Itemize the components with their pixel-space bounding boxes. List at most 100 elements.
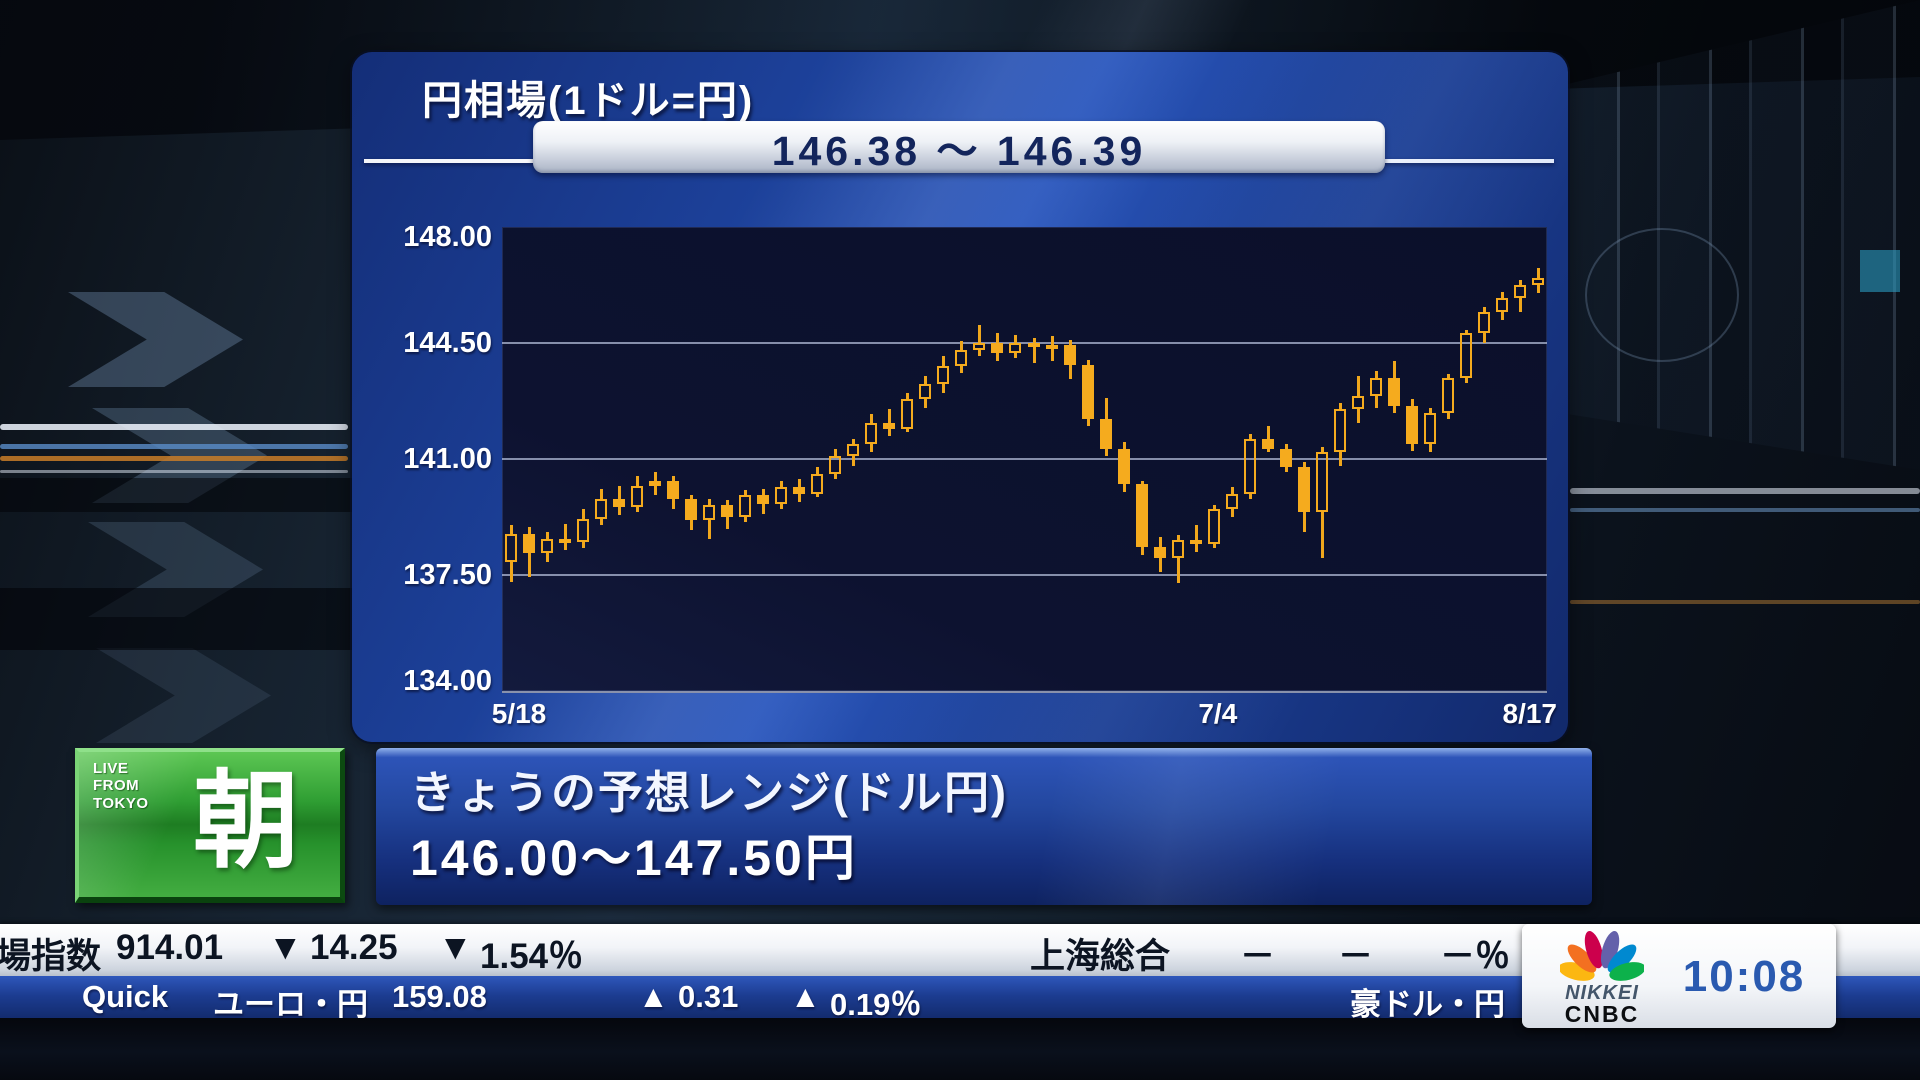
candle-wick [1519,298,1522,312]
candle-wick [978,324,981,343]
candle-wick [744,517,747,522]
candle-wick [708,520,711,539]
candle-up [1514,285,1526,299]
candle-up [1172,540,1184,559]
down-triangle-icon: ▼ [268,928,303,967]
candle-down [613,498,625,508]
candle-wick [1159,536,1162,547]
candle-wick [1303,462,1306,468]
x-axis-labels: 5/18 7/4 8/17 [492,698,1557,734]
candle-up [937,366,949,385]
light-streak [1570,488,1920,494]
x-tick-label: 5/18 [491,698,547,729]
background-dark-band [0,478,352,512]
candle-wick [1393,405,1396,413]
candle-wick [1537,268,1540,279]
up-triangle-icon: ▲ [638,979,669,1014]
ticker-name-2: 豪ドル・円 [1350,987,1505,1022]
candle-up [919,384,931,400]
candle-up [973,343,985,350]
background-glass-slabs [1565,0,1920,470]
candle-wick [1141,480,1144,484]
candle-wick [1105,449,1108,456]
ticker-value: 159.08 [392,979,487,1014]
light-streak [1570,600,1920,604]
ticker-change-pct-2: －％ [1440,937,1511,976]
candle-wick [888,429,891,436]
candle-up [505,533,517,562]
candle-wick [1429,444,1432,453]
candle-wick [1537,285,1540,294]
candle-down [559,538,571,543]
candle-wick [834,473,837,479]
candle-wick [1411,399,1414,406]
forecast-title: きょうの予想レンジ(ドル円) [410,767,1008,818]
candle-up [1442,377,1454,413]
candle-down [685,498,697,521]
candle-wick [1051,336,1054,345]
candle-wick [1159,558,1162,572]
candle-up [1478,311,1490,334]
candle-wick [1483,306,1486,312]
candle-wick [1123,442,1126,450]
candle-up [595,498,607,519]
candle-wick [816,493,819,498]
candle-down [1406,405,1418,445]
candle-up [1370,377,1382,397]
candle-wick [852,439,855,445]
candle-wick [780,503,783,509]
candle-wick [996,352,999,362]
candle-down [1190,540,1202,545]
candle-wick [1339,402,1342,410]
candle-wick [1357,409,1360,423]
ticker-change: 14.25 [310,928,398,967]
candle-wick [1501,311,1504,320]
candle-wick [744,490,747,496]
candle-wick [870,444,873,453]
candle-down [721,505,733,517]
candle-down [1082,364,1094,420]
ticker-value: 914.01 [116,928,224,967]
candle-wick [1465,329,1468,334]
candle-wick [1014,334,1017,343]
candle-wick [762,503,765,514]
quick-logo: Quick [82,979,169,1014]
candle-down [667,480,679,499]
y-tick-label: 148.00 [403,221,492,253]
candle-wick [528,553,531,577]
candle-wick [528,526,531,534]
light-streak [1570,508,1920,512]
ticker-value-2: － [1240,937,1276,976]
panel-title: 円相場(1ドル=円) [422,79,755,123]
y-tick-label: 141.00 [403,443,492,475]
bottom-floor-strip [0,1018,1920,1080]
candle-down [1388,377,1400,406]
candle-wick [1411,444,1414,451]
candle-down [1298,467,1310,513]
x-tick-label: 8/17 [1502,698,1558,729]
candle-wick [924,376,927,385]
candle-wick [672,475,675,481]
light-streak [0,444,348,449]
candle-wick [780,480,783,488]
candle-wick [510,561,513,582]
candle-wick [978,349,981,357]
candle-wick [1375,396,1378,408]
candle-up [1046,344,1058,349]
ticker-change-pct: 1.54％ [480,937,584,976]
candle-wick [1447,412,1450,420]
candle-down [1064,344,1076,365]
candle-wick [798,478,801,488]
candle-wick [1195,543,1198,552]
gridline [502,342,1547,344]
ticker-change: 0.31 [678,979,739,1014]
candle-up [739,495,751,517]
candle-wick [636,507,639,513]
candle-wick [618,485,621,499]
background-dark-band [0,588,352,650]
candle-wick [1519,280,1522,285]
x-tick-label: 7/4 [1198,698,1238,729]
candle-wick [960,341,963,350]
candle-wick [1483,333,1486,343]
